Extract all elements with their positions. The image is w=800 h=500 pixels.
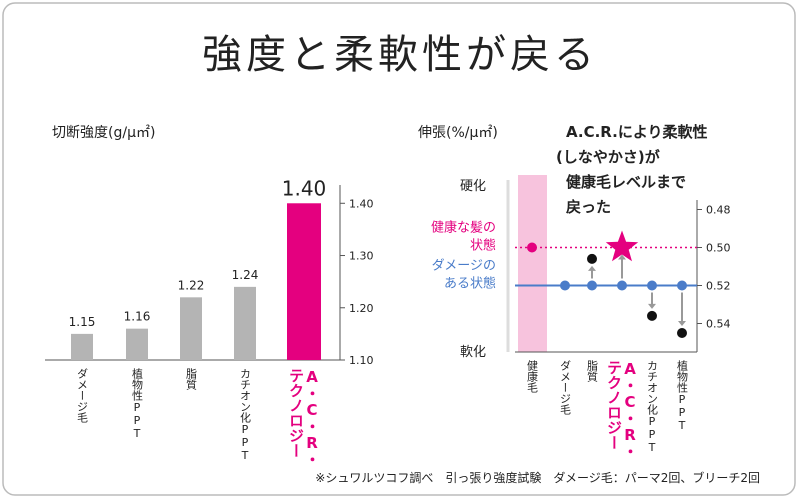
dot <box>560 280 570 291</box>
footnote: ※シュワルツコフ調べ 引っ張り強度試験 ダメージ毛：パーマ2回、ブリーチ2回 <box>315 470 760 485</box>
bar <box>126 328 148 360</box>
x-tick-label: テクノロジー <box>605 360 623 450</box>
x-tick-label: A・C・R・ <box>303 368 321 467</box>
value-label: 1.22 <box>178 278 205 292</box>
reference-label: 健康な髪の <box>431 220 496 236</box>
x-tick-label: カチオン化PPT <box>239 368 252 462</box>
annotation: 戻った <box>565 198 611 216</box>
bar <box>234 286 256 360</box>
x-tick-label: 植物性PPT <box>131 367 144 440</box>
y-tick-label: 1.40 <box>349 197 374 210</box>
dot <box>527 242 537 253</box>
dot <box>647 280 657 291</box>
value-label: 1.40 <box>282 176 327 200</box>
axis-title: 伸張(%/μ㎡) <box>418 125 498 141</box>
x-tick-label: ダメージ毛 <box>559 360 572 415</box>
dot <box>587 280 597 291</box>
x-tick-label: 脂質 <box>586 359 599 383</box>
bottom-label: 軟化 <box>460 344 486 360</box>
annotation: 健康毛レベルまで <box>566 173 686 191</box>
arrow-head <box>678 321 686 326</box>
y-tick-label: 0.54 <box>706 318 731 331</box>
x-tick-label: カチオン化PPT <box>646 360 659 454</box>
arrow-head <box>648 303 656 309</box>
x-tick-label: 植物性PPT <box>676 359 689 432</box>
annotation: (しなやかさ)が <box>556 148 661 166</box>
annotation: A.C.R.により柔軟性 <box>566 123 708 141</box>
x-tick-label: 健康毛 <box>526 360 539 393</box>
bar <box>71 333 93 360</box>
y-tick-label: 1.30 <box>349 250 374 263</box>
title: 強度と柔軟性が戻る <box>202 32 598 78</box>
reference-label: ある状態 <box>444 276 496 292</box>
reference-label: ダメージの <box>432 259 496 274</box>
x-tick-label: テクノロジー <box>287 368 305 458</box>
dot <box>587 253 597 264</box>
reference-label: 状態 <box>470 238 496 254</box>
y-tick-label: 0.52 <box>706 280 731 293</box>
dot <box>617 280 627 291</box>
axis-title: 切断強度(g/μ㎡) <box>52 125 155 141</box>
bar <box>180 297 202 360</box>
y-tick-label: 0.50 <box>706 242 731 255</box>
dot <box>677 280 687 291</box>
dot <box>647 310 657 321</box>
value-label: 1.16 <box>124 310 151 324</box>
value-label: 1.15 <box>69 315 96 329</box>
arrow-head <box>588 265 596 271</box>
x-tick-label: A・C・R・ <box>621 360 639 459</box>
star-marker <box>605 230 639 262</box>
x-tick-label: 脂質 <box>185 367 198 391</box>
bar <box>287 203 321 360</box>
y-tick-label: 1.10 <box>349 354 374 367</box>
x-tick-label: ダメージ毛 <box>76 368 89 423</box>
y-tick-label: 1.20 <box>349 302 374 315</box>
value-label: 1.24 <box>232 268 259 282</box>
top-label: 硬化 <box>460 179 486 194</box>
dot <box>677 328 687 338</box>
arrow-head <box>618 254 626 260</box>
y-tick-label: 0.48 <box>706 204 731 217</box>
healthy-band <box>518 175 547 352</box>
